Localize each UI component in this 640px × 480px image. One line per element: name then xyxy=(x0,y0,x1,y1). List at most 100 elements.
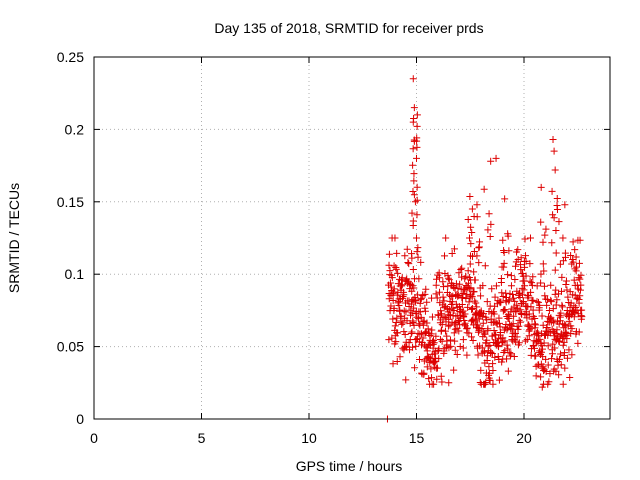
data-point xyxy=(541,292,549,300)
data-point xyxy=(388,274,396,282)
data-point xyxy=(491,353,499,361)
data-point xyxy=(498,358,506,366)
data-point xyxy=(556,260,564,268)
data-point xyxy=(566,373,574,381)
data-point xyxy=(408,250,416,258)
data-point xyxy=(498,339,506,347)
data-point xyxy=(525,321,533,329)
data-point xyxy=(450,320,458,328)
data-point xyxy=(468,229,476,237)
data-point xyxy=(464,267,472,275)
data-point xyxy=(454,284,462,292)
data-point xyxy=(413,137,421,145)
data-point xyxy=(516,306,524,314)
data-point xyxy=(544,361,552,369)
data-point xyxy=(444,274,452,282)
y-tick-label: 0.15 xyxy=(57,194,84,210)
data-point xyxy=(409,217,417,225)
data-point xyxy=(533,328,541,336)
data-point xyxy=(507,325,515,333)
data-point xyxy=(575,299,583,307)
data-point xyxy=(555,218,563,226)
data-point xyxy=(490,327,498,335)
data-point xyxy=(539,260,547,268)
data-point xyxy=(518,291,526,299)
data-point xyxy=(447,342,455,350)
data-point xyxy=(405,260,413,268)
data-point xyxy=(530,344,538,352)
data-point xyxy=(545,378,553,386)
data-point xyxy=(436,274,444,282)
data-point xyxy=(576,236,584,244)
data-point xyxy=(578,306,586,314)
data-point xyxy=(487,157,495,165)
y-tick-label: 0.25 xyxy=(57,49,84,65)
data-point xyxy=(408,309,416,317)
data-point xyxy=(417,294,425,302)
x-tick-label: 0 xyxy=(90,430,98,446)
data-point xyxy=(416,299,424,307)
data-point xyxy=(505,314,513,322)
data-point xyxy=(501,306,509,314)
data-point xyxy=(473,252,481,260)
data-point xyxy=(501,347,509,355)
data-point xyxy=(576,292,584,300)
data-point xyxy=(575,328,583,336)
data-point xyxy=(480,185,488,193)
data-point xyxy=(567,252,575,260)
data-point xyxy=(562,281,570,289)
data-point xyxy=(565,317,573,325)
data-point xyxy=(559,341,567,349)
data-point xyxy=(445,379,453,387)
data-point xyxy=(541,231,549,239)
y-axis: 0 0.05 0.1 0.15 0.2 0.25 xyxy=(57,49,610,427)
data-point xyxy=(531,324,539,332)
data-point xyxy=(537,183,545,191)
data-point xyxy=(450,245,458,253)
data-point xyxy=(385,250,393,258)
data-point xyxy=(398,281,406,289)
data-point xyxy=(463,351,471,359)
data-point xyxy=(475,244,483,252)
data-point xyxy=(484,327,492,335)
data-point xyxy=(552,249,560,257)
data-point xyxy=(489,360,497,368)
data-point xyxy=(473,201,481,209)
data-point xyxy=(478,324,486,332)
data-point xyxy=(407,280,415,288)
data-point xyxy=(390,304,398,312)
data-point xyxy=(413,122,421,130)
data-point xyxy=(575,259,583,267)
data-point xyxy=(464,215,472,223)
data-point xyxy=(557,309,565,317)
data-point xyxy=(482,378,490,386)
x-tick-label: 15 xyxy=(409,430,425,446)
data-point xyxy=(401,330,409,338)
data-point xyxy=(421,307,429,315)
data-point xyxy=(513,333,521,341)
data-point xyxy=(409,145,417,153)
data-point xyxy=(568,260,576,268)
data-point xyxy=(433,375,441,383)
data-point xyxy=(416,308,424,316)
data-point xyxy=(505,297,513,305)
data-point xyxy=(433,275,441,283)
data-point xyxy=(549,211,557,219)
data-point xyxy=(565,346,573,354)
data-point xyxy=(423,319,431,327)
data-point xyxy=(461,321,469,329)
data-point xyxy=(510,294,518,302)
data-point xyxy=(432,290,440,298)
data-point xyxy=(458,300,466,308)
data-point xyxy=(500,348,508,356)
data-point xyxy=(456,280,464,288)
data-point xyxy=(560,349,568,357)
data-point xyxy=(413,154,420,162)
data-point xyxy=(514,325,522,333)
data-point xyxy=(548,355,556,363)
data-point xyxy=(439,293,447,301)
data-point xyxy=(568,351,576,359)
data-point xyxy=(468,305,476,313)
data-point xyxy=(430,359,438,367)
